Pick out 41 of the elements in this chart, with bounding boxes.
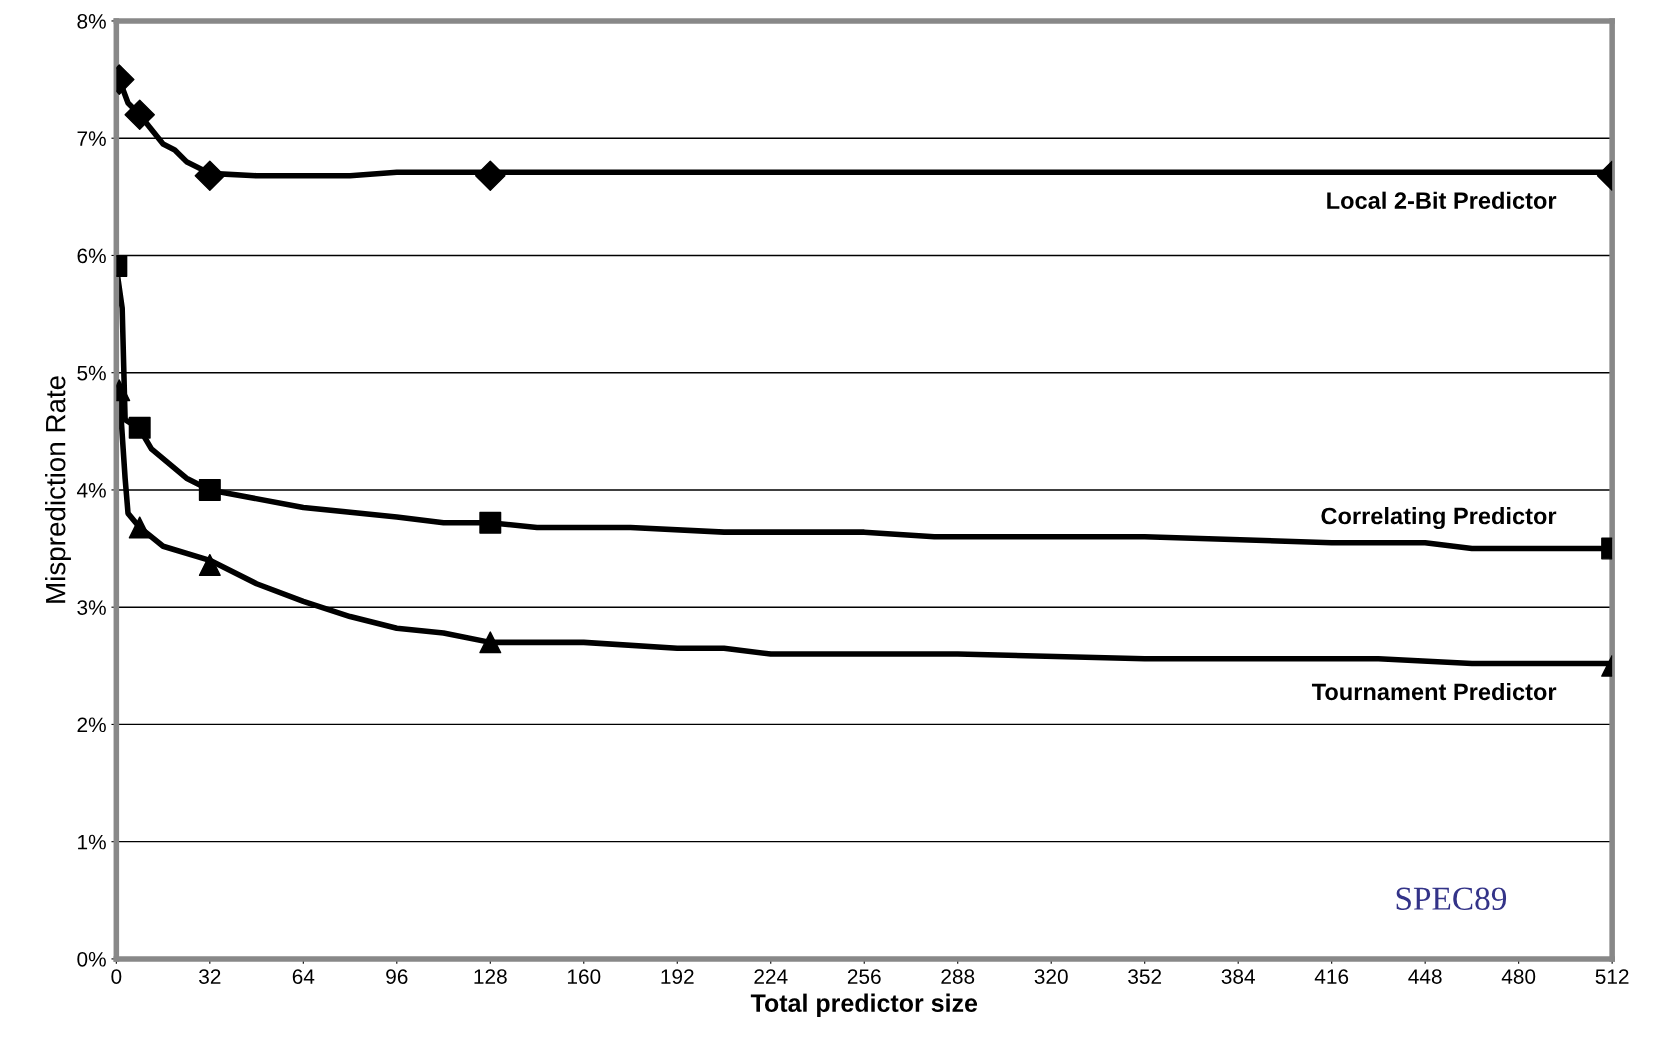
point <box>198 478 221 501</box>
y-tick-label: 3% <box>77 600 106 615</box>
y-tick-label: 7% <box>77 131 106 146</box>
x-tick-label: 256 <box>847 969 881 984</box>
x-tick-label: 128 <box>474 969 507 984</box>
x-tick-label: 32 <box>199 969 221 984</box>
point <box>198 553 221 576</box>
y-tick-label: 2% <box>77 717 106 733</box>
x-tick-label: 0 <box>111 969 122 984</box>
point <box>194 160 226 191</box>
x-tick-label: 160 <box>567 969 601 984</box>
point <box>128 416 151 439</box>
annotation: SPEC89 <box>1396 887 1507 910</box>
x-tick-label: 96 <box>386 969 408 984</box>
x-tick-label: 64 <box>292 969 315 984</box>
y-tick-label: 4% <box>76 483 106 498</box>
x-tick-label: 224 <box>754 969 788 984</box>
x-axis-title: Total predictor size <box>750 993 978 1017</box>
x-tick-label: 448 <box>1408 969 1442 984</box>
x-tick-label: 480 <box>1501 969 1536 984</box>
point <box>124 99 155 131</box>
series-label: Tournament Predictor <box>1311 682 1557 701</box>
point <box>475 160 506 191</box>
x-tick-label: 512 <box>1595 969 1629 984</box>
y-tick-label: 5% <box>77 365 106 381</box>
y-tick-label: 0% <box>77 951 106 967</box>
x-tick-label: 416 <box>1314 969 1349 984</box>
x-tick-label: 352 <box>1128 969 1162 984</box>
y-axis-title: Misprediction Rate <box>45 376 71 603</box>
x-tick-label: 320 <box>1034 969 1068 984</box>
x-tick-label: 384 <box>1221 969 1255 984</box>
y-tick-label: 8% <box>77 13 106 29</box>
point <box>479 511 502 534</box>
point <box>128 516 151 539</box>
x-tick-label: 288 <box>941 969 975 984</box>
y-tick-label: 1% <box>78 834 106 850</box>
series-label: Correlating Predictor <box>1321 507 1557 530</box>
x-tick-label: 192 <box>661 969 694 984</box>
y-tick-label: 6% <box>77 248 106 264</box>
series-label: Local 2-Bit Predictor <box>1327 191 1557 209</box>
point <box>479 631 502 654</box>
